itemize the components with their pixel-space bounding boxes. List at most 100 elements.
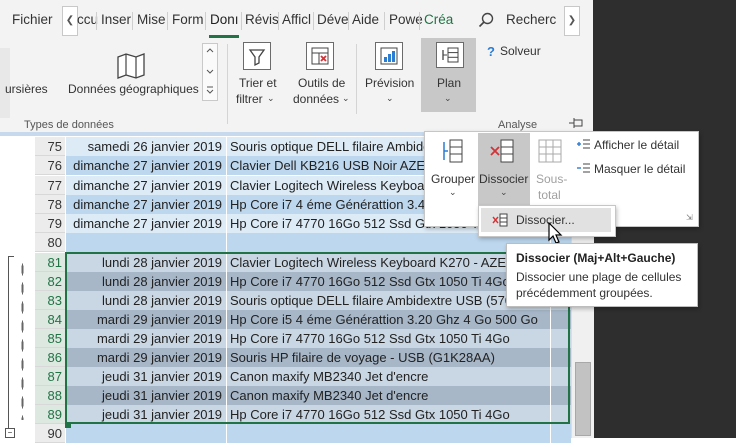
table-cell[interactable] [551, 310, 571, 329]
table-cell-date[interactable]: lundi 28 janvier 2019 [66, 291, 226, 310]
table-cell[interactable] [551, 348, 571, 367]
resize-grip-icon: ⇲ [686, 213, 693, 222]
table-cell-date[interactable]: dimanche 27 janvier 2019 [66, 195, 226, 214]
table-cell-date[interactable]: dimanche 27 janvier 2019 [66, 214, 226, 233]
row-header[interactable]: 79 [35, 214, 65, 233]
filter-icon[interactable] [243, 42, 271, 70]
tab-power-pivot[interactable]: Powe [389, 12, 423, 27]
row-header[interactable]: 77 [35, 176, 65, 195]
tabs-scroll-left-button[interactable]: ❮ [62, 6, 78, 36]
table-cell-date[interactable]: samedi 26 janvier 2019 [66, 137, 226, 156]
tab-aide[interactable]: Aide [352, 12, 380, 27]
table-cell-product[interactable]: Souris optique DELL filaire Ambidextre U… [227, 291, 550, 310]
subtotal-label-1[interactable]: Sous- [536, 172, 568, 186]
sort-filter-label-1[interactable]: Trier et [239, 76, 277, 90]
row-header[interactable]: 80 [35, 233, 65, 252]
subtotal-label-2[interactable]: total [538, 188, 561, 202]
row-header[interactable]: 81 [35, 253, 65, 272]
hide-detail-icon [576, 162, 590, 174]
pin-ribbon-icon[interactable] [568, 117, 584, 129]
show-detail-button[interactable]: Afficher le détail [594, 138, 680, 152]
tab-developpeur[interactable]: Déve [317, 12, 349, 27]
forecast-button[interactable]: Prévision [365, 76, 415, 90]
table-cell-product[interactable]: Hp Core i7 4770 16Go 512 Ssd Gtx 1050 Ti… [227, 405, 550, 424]
row-header[interactable]: 75 [35, 137, 65, 156]
table-cell-product[interactable]: Canon maxify MB2340 Jet d'encre [227, 386, 550, 405]
table-cell-product[interactable]: Hp Core i7 4770 16Go 512 Ssd Gtx 1050 Ti… [227, 329, 550, 348]
tab-accueil[interactable]: ccu [77, 12, 99, 27]
tab-fichier[interactable]: Fichier [12, 12, 53, 27]
search-box[interactable]: Recherc [506, 12, 557, 27]
tab-affichage[interactable]: Afficl [282, 12, 312, 27]
table-cell-date[interactable]: jeudi 31 janvier 2019 [66, 386, 226, 405]
row-header[interactable]: 86 [35, 348, 65, 367]
outline-level-dots [21, 260, 24, 420]
table-cell[interactable] [551, 424, 571, 443]
tab-insertion[interactable]: Inser [101, 12, 132, 27]
mouse-cursor-icon [548, 221, 566, 246]
table-cell-date[interactable]: dimanche 27 janvier 2019 [66, 176, 226, 195]
table-cell-date[interactable]: lundi 28 janvier 2019 [66, 272, 226, 291]
tabs-scroll-right-button[interactable]: ❯ [564, 6, 580, 36]
data-type-partial-label[interactable]: ursières [5, 82, 48, 96]
row-header[interactable]: 90 [35, 424, 65, 443]
table-cell-product[interactable]: Souris HP filaire de voyage - USB (G1K28… [227, 348, 550, 367]
tab-donnees[interactable]: Donı [210, 12, 239, 27]
row-header[interactable]: 76 [35, 156, 65, 175]
data-tools-icon[interactable] [306, 42, 334, 70]
subtotal-icon [536, 137, 564, 165]
tab-formules[interactable]: Form [172, 12, 204, 27]
table-cell-date[interactable] [66, 233, 226, 252]
sort-filter-label-2[interactable]: filtrer [236, 92, 263, 106]
table-cell-date[interactable]: jeudi 31 janvier 2019 [66, 367, 226, 386]
ungroup-tooltip [506, 243, 698, 307]
row-header[interactable]: 85 [35, 329, 65, 348]
collapse-group-button[interactable]: − [5, 428, 15, 438]
row-header[interactable]: 83 [35, 291, 65, 310]
tab-separator [313, 12, 314, 30]
search-icon[interactable] [478, 12, 494, 28]
row-header[interactable]: 82 [35, 272, 65, 291]
tab-mise-en-page[interactable]: Mise [137, 12, 166, 27]
fill-handle[interactable] [65, 422, 71, 428]
data-tools-label-1[interactable]: Outils de [298, 76, 346, 90]
row-header[interactable]: 88 [35, 386, 65, 405]
table-cell-date[interactable]: mardi 29 janvier 2019 [66, 329, 226, 348]
table-cell-product[interactable]: Clavier Logitech Wireless Keyboard K270 … [227, 253, 550, 272]
tooltip-title: Dissocier (Maj+Alt+Gauche) [516, 251, 676, 265]
table-cell-product[interactable]: Canon maxify MB2340 Jet d'encre [227, 367, 550, 386]
row-header[interactable]: 87 [35, 367, 65, 386]
table-cell[interactable] [551, 405, 571, 424]
geo-data-button[interactable]: Données géographiques [68, 82, 199, 96]
table-cell[interactable] [551, 329, 571, 348]
ungroup-small-icon [492, 213, 508, 227]
tab-revision[interactable]: Révis [245, 12, 279, 27]
gallery-scroll[interactable] [202, 43, 218, 101]
table-cell-date[interactable] [66, 424, 226, 443]
hide-detail-button[interactable]: Masquer le détail [594, 162, 686, 176]
forecast-icon[interactable] [375, 42, 403, 70]
table-cell-date[interactable]: lundi 28 janvier 2019 [66, 253, 226, 272]
outline-group-bar [8, 256, 9, 429]
ungroup-menu-item-label[interactable]: Dissocier... [516, 213, 575, 227]
row-header[interactable]: 78 [35, 195, 65, 214]
table-cell-product[interactable]: Hp Core i5 4 éme Générattion 3.20 Ghz 4 … [227, 310, 550, 329]
scrollbar-thumb[interactable] [575, 362, 591, 436]
table-cell-date[interactable]: jeudi 31 janvier 2019 [66, 405, 226, 424]
table-cell-product[interactable] [227, 424, 550, 443]
row-header[interactable]: 89 [35, 405, 65, 424]
table-cell-date[interactable]: mardi 29 janvier 2019 [66, 348, 226, 367]
table-cell[interactable] [551, 386, 571, 405]
solver-button[interactable]: Solveur [500, 44, 541, 58]
tab-separator [278, 12, 279, 30]
tab-creation[interactable]: Créa [424, 12, 454, 27]
table-cell-product[interactable]: Hp Core i7 4770 16Go 512 Ssd Gtx 1050 Ti… [227, 272, 550, 291]
table-cell[interactable] [551, 367, 571, 386]
data-tools-label-2[interactable]: données [293, 92, 340, 106]
ribbon-scroll-left[interactable] [0, 48, 10, 118]
row-header[interactable]: 84 [35, 310, 65, 329]
ribbon-group-divider [227, 44, 228, 124]
table-cell-date[interactable]: mardi 29 janvier 2019 [66, 310, 226, 329]
table-cell-date[interactable]: dimanche 27 janvier 2019 [66, 156, 226, 175]
table-cell-product[interactable] [227, 233, 550, 252]
